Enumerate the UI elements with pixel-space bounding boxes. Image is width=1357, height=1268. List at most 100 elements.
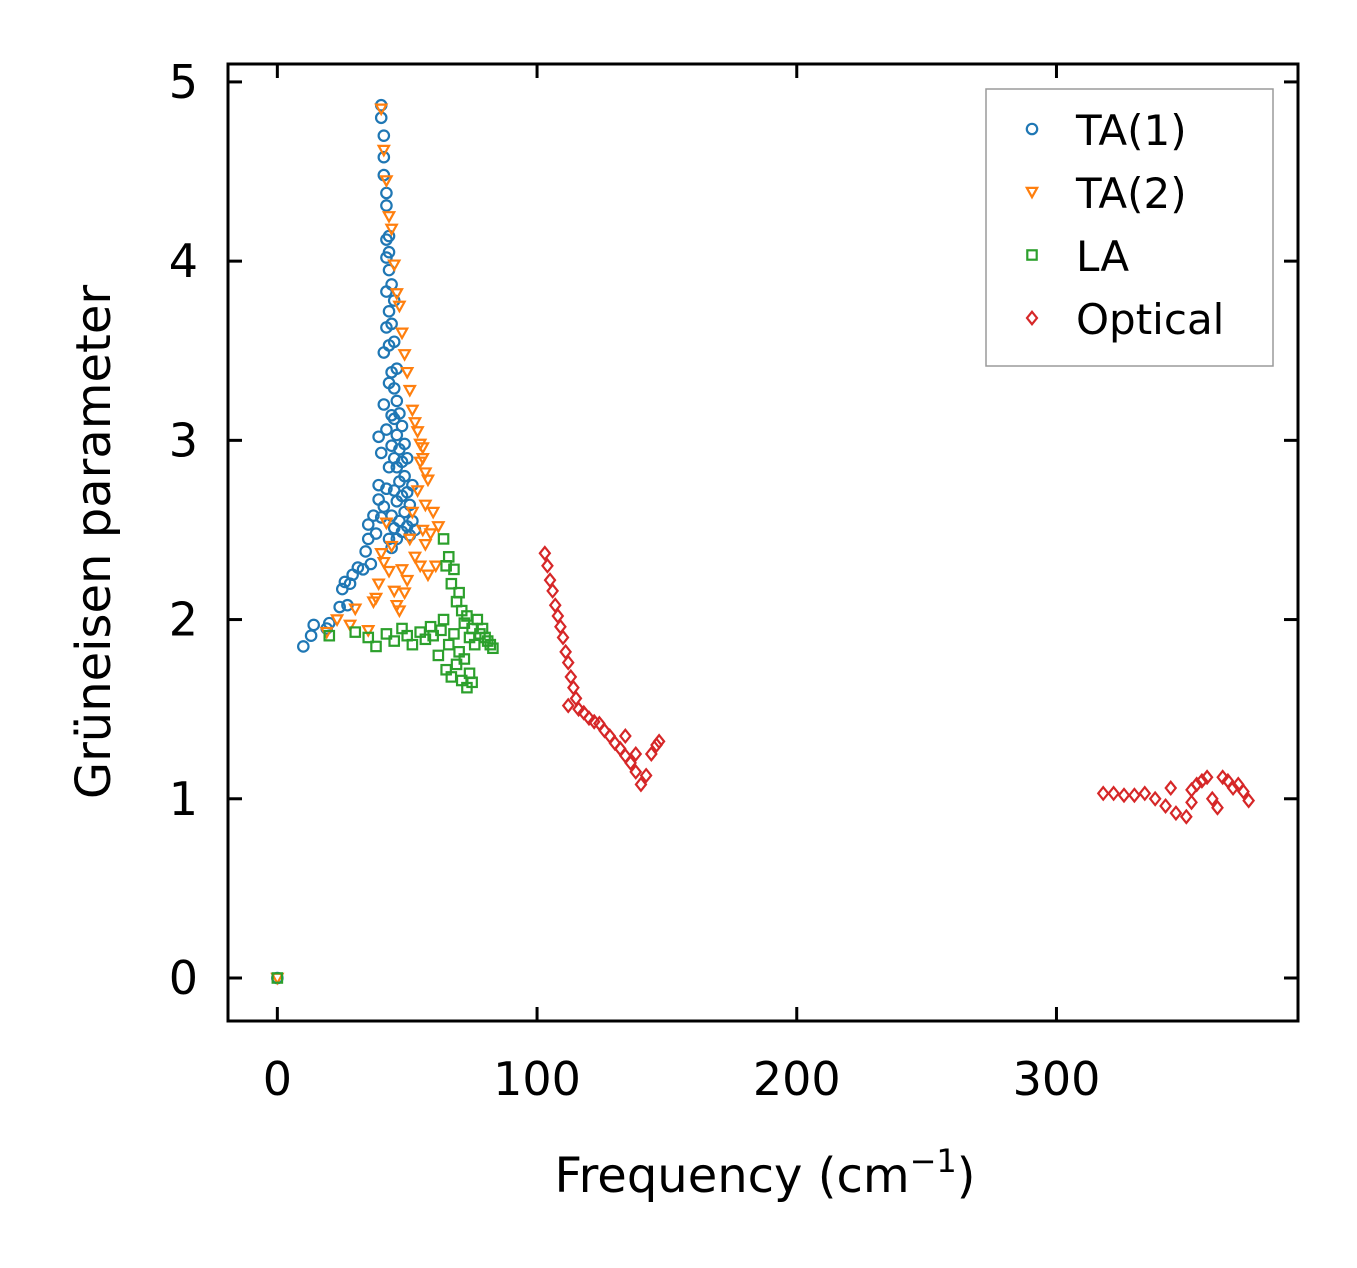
point-optical-1 — [541, 557, 554, 574]
point-ta-1-87 — [382, 245, 396, 259]
point-optical-37 — [1138, 785, 1152, 802]
legend-marker-optical — [1025, 309, 1039, 327]
point-la-25 — [448, 628, 460, 640]
point-ta-2-2 — [330, 614, 345, 628]
point-ta-2-19 — [400, 574, 415, 588]
point-la-3 — [362, 631, 375, 644]
point-ta-1-28 — [380, 482, 393, 496]
point-la-39 — [466, 676, 478, 689]
point-la-6 — [388, 635, 401, 647]
point-la-47 — [487, 642, 499, 655]
point-ta-1-51 — [387, 382, 401, 395]
point-ta-2-5 — [361, 625, 376, 638]
point-ta-2-41 — [387, 259, 402, 273]
point-ta-2-34 — [428, 560, 443, 574]
y-tick-label-1: 1 — [169, 772, 198, 826]
point-ta-2-11 — [379, 517, 394, 531]
x-axis-title-main: Frequency (cm — [554, 1148, 909, 1204]
point-ta-2-17 — [394, 564, 410, 577]
legend-marker-ta-2 — [1024, 186, 1040, 200]
legend-label-ta-2: TA(2) — [1075, 169, 1187, 218]
point-optical-46 — [1205, 790, 1219, 807]
point-ta-1-24 — [374, 446, 388, 460]
point-optical-41 — [1179, 808, 1193, 825]
point-la-24 — [448, 563, 460, 576]
point-ta-1-70 — [398, 437, 411, 451]
y-axis-title: Grüneisen parameter — [66, 285, 122, 800]
point-ta-1-14 — [359, 545, 372, 558]
point-la-1 — [323, 629, 336, 642]
point-ta-2-14 — [387, 585, 402, 599]
point-optical-33 — [1096, 785, 1110, 802]
point-ta-1-69 — [398, 469, 411, 483]
point-ta-1-17 — [364, 557, 378, 571]
point-ta-2-40 — [384, 223, 399, 237]
point-ta-1-1 — [297, 640, 310, 653]
point-optical-30 — [652, 733, 666, 750]
x-tick-label-1: 100 — [493, 1052, 581, 1106]
point-ta-1-82 — [377, 150, 391, 164]
legend-marker-la — [1026, 249, 1038, 261]
point-ta-2-52 — [415, 453, 430, 466]
point-ta-1-75 — [403, 498, 417, 512]
point-optical-53 — [1242, 792, 1256, 809]
point-la-15 — [435, 624, 447, 637]
point-la-5 — [380, 628, 393, 640]
point-ta-2-46 — [400, 366, 415, 380]
point-optical-29 — [650, 737, 663, 754]
point-ta-1-29 — [380, 423, 393, 436]
point-la-22 — [445, 577, 458, 590]
point-la-17 — [437, 613, 450, 626]
point-ta-2-51 — [413, 438, 428, 452]
point-optical-54 — [1164, 780, 1178, 797]
point-ta-1-38 — [382, 305, 396, 318]
point-optical-7 — [556, 629, 570, 646]
point-ta-1-85 — [380, 199, 393, 212]
point-optical-34 — [1107, 785, 1121, 802]
point-ta-2-21 — [405, 506, 420, 520]
x-tick-label-0: 0 — [263, 1052, 292, 1106]
point-optical-27 — [639, 767, 653, 784]
point-ta-2-20 — [402, 533, 417, 547]
y-tick-label-4: 4 — [169, 234, 198, 288]
point-la-21 — [442, 638, 455, 651]
point-ta-2-3 — [342, 619, 358, 633]
point-optical-47 — [1211, 799, 1224, 816]
point-ta-1-6 — [333, 600, 346, 614]
point-ta-2-42 — [389, 288, 404, 301]
legend-marker-ta-1 — [1025, 122, 1039, 136]
point-la-0 — [271, 972, 284, 984]
point-ta-2-31 — [420, 474, 436, 488]
point-ta-1-18 — [367, 509, 380, 522]
data-marks — [270, 98, 1256, 986]
x-axis-title-sup: −1 — [910, 1142, 957, 1180]
point-ta-2-23 — [410, 485, 425, 498]
point-ta-2-47 — [402, 384, 417, 398]
point-ta-2-50 — [410, 426, 425, 439]
point-optical-0 — [538, 545, 552, 562]
legend-label-ta-1: TA(1) — [1075, 106, 1187, 155]
point-ta-2-30 — [420, 569, 436, 583]
point-ta-2-10 — [376, 556, 391, 570]
point-optical-31 — [629, 745, 643, 762]
point-ta-1-77 — [406, 478, 419, 492]
x-axis-title: Frequency (cm−1) — [554, 1142, 975, 1204]
point-ta-2-35 — [431, 521, 446, 534]
series-ta-1 — [271, 98, 422, 985]
point-ta-1-3 — [307, 618, 321, 632]
point-ta-1-58 — [390, 394, 404, 408]
point-ta-1-52 — [387, 335, 401, 349]
point-ta-1-73 — [400, 451, 414, 465]
point-la-33 — [458, 653, 471, 665]
point-ta-2-45 — [397, 349, 412, 362]
point-ta-1-67 — [395, 419, 409, 433]
point-la-20 — [442, 551, 455, 563]
legend-items: TA(1) TA(2) LA Optical — [1024, 106, 1224, 344]
point-ta-1-19 — [369, 527, 383, 540]
point-ta-2-53 — [418, 467, 433, 481]
point-ta-2-9 — [374, 547, 389, 561]
point-ta-1-35 — [382, 460, 396, 474]
point-ta-2-25 — [413, 560, 428, 574]
point-ta-1-63 — [393, 407, 406, 420]
point-optical-36 — [1127, 787, 1141, 804]
